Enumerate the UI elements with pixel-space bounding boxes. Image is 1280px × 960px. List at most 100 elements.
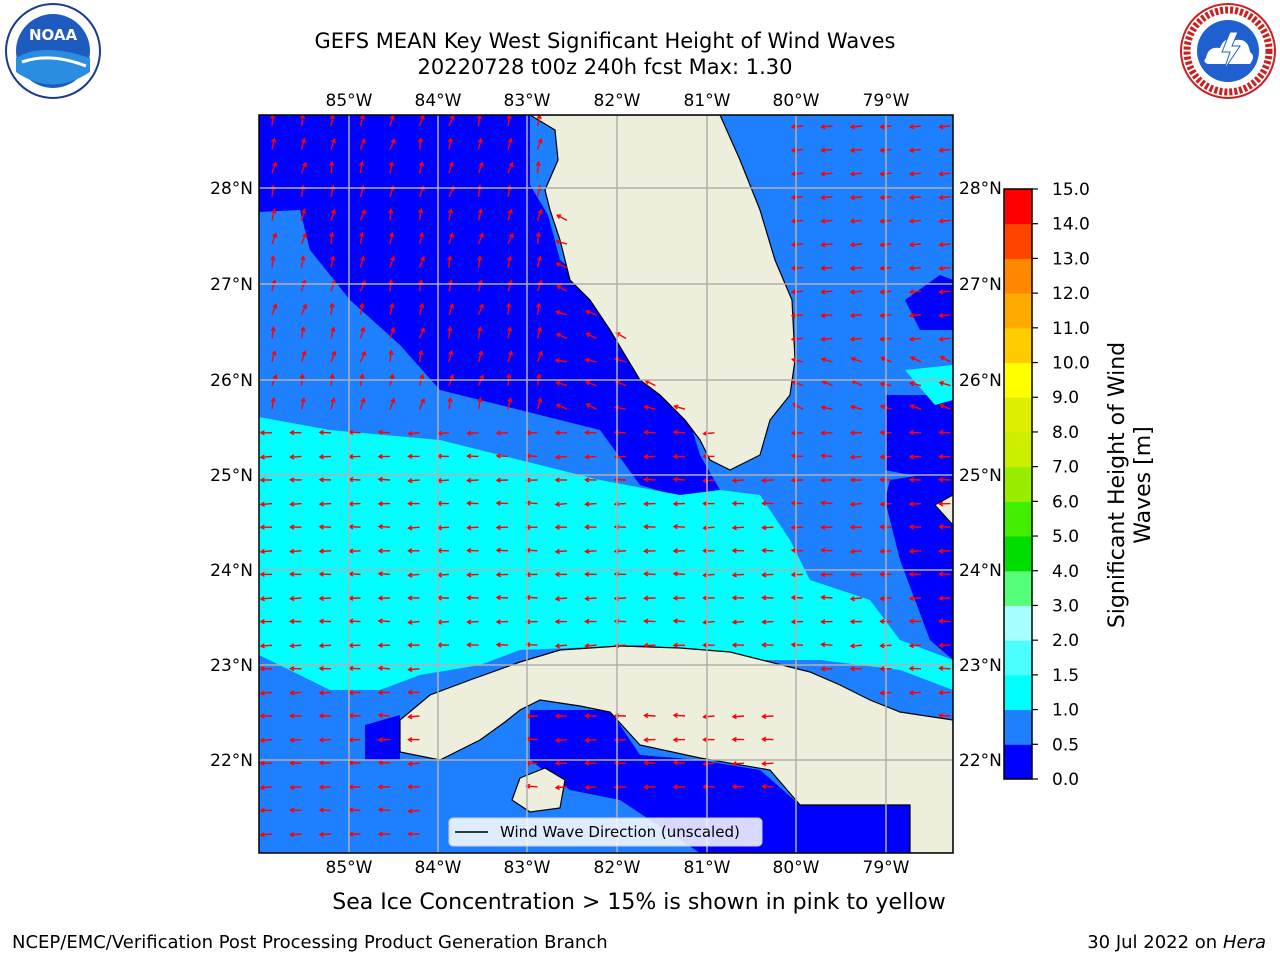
wave-direction-arrow <box>731 525 745 531</box>
wave-direction-arrow <box>330 208 337 221</box>
wave-direction-arrow <box>330 350 337 363</box>
wave-direction-arrow <box>938 429 951 436</box>
wave-zone-0-to-0-5 <box>885 470 953 660</box>
wave-direction-arrow <box>851 856 862 860</box>
wave-direction-arrow <box>536 137 543 150</box>
map-frame <box>258 114 954 854</box>
wave-direction-arrow <box>908 265 922 271</box>
wave-direction-arrow <box>377 807 391 813</box>
wave-direction-arrow <box>584 357 597 363</box>
colorbar-tick-label: 0.5 <box>1052 735 1079 755</box>
wave-zone-0-to-0-5 <box>259 115 720 500</box>
lon-label-top: 82°W <box>594 91 641 111</box>
wave-zone-0-to-0-5 <box>885 395 953 480</box>
wave-direction-arrow <box>318 665 332 672</box>
colorbar-label-units: Waves [m] <box>1131 426 1156 543</box>
wave-direction-arrow <box>849 289 863 295</box>
wave-direction-arrow <box>259 690 273 696</box>
wave-direction-arrow <box>495 572 509 578</box>
wave-direction-arrow <box>790 289 804 295</box>
wave-direction-arrow <box>554 430 567 436</box>
wave-direction-arrow <box>476 255 483 268</box>
wave-direction-arrow <box>477 326 483 339</box>
wave-direction-arrow <box>672 429 686 435</box>
wave-direction-arrow <box>938 312 951 319</box>
wave-direction-arrow <box>849 596 863 602</box>
wave-direction-arrow <box>849 501 863 507</box>
colorbar-segment <box>1004 189 1032 225</box>
wave-direction-arrow <box>388 349 394 363</box>
wave-direction-arrow <box>585 403 597 410</box>
wave-direction-arrow <box>389 302 395 315</box>
wave-direction-arrow <box>466 430 479 436</box>
wave-direction-arrow <box>584 618 597 625</box>
wave-direction-arrow <box>908 289 922 295</box>
colorbar-segment <box>1004 640 1032 676</box>
wave-direction-arrow <box>555 403 568 410</box>
wave-direction-arrow <box>259 548 273 555</box>
wave-direction-arrow <box>820 357 833 363</box>
wave-direction-arrow <box>584 524 597 530</box>
wave-direction-arrow <box>790 619 804 625</box>
wave-direction-arrow <box>495 619 509 625</box>
wave-direction-arrow <box>554 524 567 530</box>
lon-label-bottom: 84°W <box>415 858 462 878</box>
wave-direction-arrow <box>477 350 484 363</box>
colorbar-segment <box>1004 258 1032 294</box>
wave-direction-arrow <box>261 856 272 860</box>
wave-direction-arrow <box>359 208 366 221</box>
wave-direction-arrow <box>672 595 686 601</box>
wave-direction-arrow <box>849 124 863 130</box>
wave-direction-arrow <box>908 571 922 577</box>
wave-direction-arrow <box>554 548 568 555</box>
wave-direction-arrow <box>938 618 951 624</box>
wave-direction-arrow <box>790 430 804 436</box>
wave-direction-arrow <box>377 453 391 460</box>
wave-direction-arrow <box>318 713 332 719</box>
wave-direction-arrow <box>495 477 509 483</box>
wave-direction-arrow <box>849 336 863 342</box>
wave-direction-arrow <box>849 430 862 436</box>
wave-direction-arrow <box>908 501 922 507</box>
colorbar-segment <box>1004 709 1032 745</box>
colorbar-tick-label: 2.0 <box>1052 631 1079 651</box>
wave-direction-arrow <box>761 736 774 742</box>
wave-direction-arrow <box>289 807 302 813</box>
wave-direction-arrow <box>849 666 862 672</box>
wave-direction-arrow <box>790 265 804 271</box>
wave-direction-arrow <box>506 302 512 315</box>
wave-direction-arrow <box>506 255 513 268</box>
wave-direction-arrow <box>938 124 951 130</box>
wave-direction-arrow <box>672 712 686 719</box>
wave-direction-arrow <box>289 454 302 460</box>
wave-direction-arrow <box>938 289 951 295</box>
wave-direction-arrow <box>507 350 514 363</box>
wave-direction-arrow <box>849 312 863 319</box>
wave-direction-arrow <box>938 712 951 719</box>
wave-direction-arrow <box>259 713 272 719</box>
wave-direction-arrow <box>584 454 597 460</box>
wave-direction-arrow <box>289 831 302 838</box>
wave-direction-arrow <box>849 265 863 271</box>
colorbar-tick-label: 6.0 <box>1052 492 1079 512</box>
wave-direction-arrow <box>733 856 744 860</box>
wave-direction-arrow <box>359 350 367 363</box>
wave-direction-arrow <box>820 405 833 411</box>
wave-direction-arrow <box>259 430 272 436</box>
wave-direction-arrow <box>318 477 332 483</box>
colorbar-tick-label: 3.0 <box>1052 596 1079 616</box>
colorbar-segment <box>1004 501 1032 537</box>
wave-direction-arrow <box>908 124 922 130</box>
wave-direction-arrow <box>289 571 302 577</box>
colorbar-segment <box>1004 674 1032 711</box>
wave-direction-arrow <box>555 380 568 387</box>
wave-direction-arrow <box>938 218 951 224</box>
lon-label-bottom: 83°W <box>504 858 551 878</box>
wave-direction-arrow <box>908 524 922 530</box>
colorbar: 0.0 0.5 1.0 1.5 2.0 3.0 4.0 5.0 6.0 7.0 8.0 9.0 10.0… <box>1003 180 1090 790</box>
wave-direction-arrow <box>289 595 302 602</box>
wave-direction-arrow <box>849 218 863 224</box>
wave-zone-1-to-1-5 <box>905 365 953 405</box>
wave-direction-arrow <box>672 523 686 530</box>
